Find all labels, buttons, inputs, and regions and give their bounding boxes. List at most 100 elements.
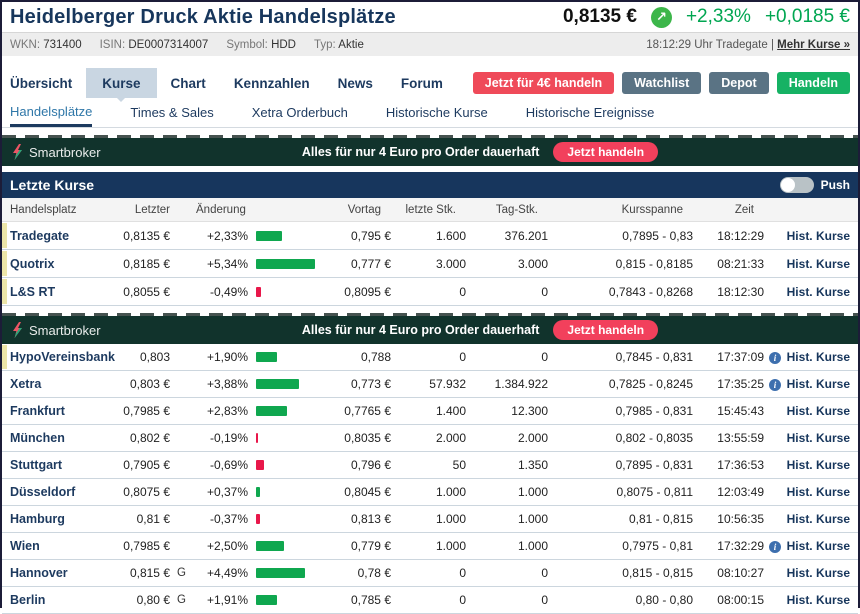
sub-nav: Handelsplätze Times & Sales Xetra Orderb…	[2, 98, 858, 128]
venue-link[interactable]: Hannover	[10, 566, 68, 580]
subnav-tab-historische-ereignisse[interactable]: Historische Ereignisse	[525, 105, 655, 120]
quote-block: 0,8135 € ↗ +2,33% +0,0185 €	[563, 6, 850, 28]
last-price: 0,803	[139, 350, 170, 364]
depot-button[interactable]: Depot	[709, 72, 769, 94]
venue-link[interactable]: L&S RT	[10, 284, 56, 299]
change-bar	[248, 286, 326, 297]
hist-kurse-link[interactable]: Hist. Kurse	[786, 458, 850, 472]
table-row: Hannover 0,815 € G +4,49% 0,78 € 0 0 0,815 - 0,…	[2, 560, 858, 587]
negative-change-bar	[256, 433, 258, 443]
ad-jetzt-handeln-button[interactable]: Jetzt handeln	[553, 142, 659, 162]
change-percent: -0,19%	[209, 431, 248, 445]
nav-tab-kennzahlen[interactable]: Kennzahlen	[233, 75, 310, 91]
venue-link[interactable]: Berlin	[10, 593, 46, 607]
change-percent: +0,37%	[206, 485, 248, 499]
hist-kurse-link[interactable]: Hist. Kurse	[786, 350, 850, 364]
positive-change-bar	[256, 258, 315, 269]
last-price: 0,8185 €	[123, 256, 170, 271]
price-range: 0,8075 - 0,811	[616, 485, 693, 499]
col-aenderung: Änderung	[196, 203, 246, 216]
quote-time: 08:21:33	[717, 256, 764, 271]
watchlist-button[interactable]: Watchlist	[622, 72, 702, 94]
typ-value: Aktie	[338, 38, 364, 51]
venue-link[interactable]: Wien	[10, 539, 40, 553]
nav-tab-chart[interactable]: Chart	[170, 75, 206, 91]
venue-link[interactable]: Frankfurt	[10, 404, 65, 418]
current-price: 0,8135 €	[562, 6, 637, 27]
venue-link[interactable]: München	[10, 431, 65, 445]
typ-pair: Typ: Aktie	[314, 39, 364, 51]
col-letzte-stk: letzte Stk.	[405, 203, 457, 216]
nav-tab-news[interactable]: News	[337, 75, 373, 91]
price-range: 0,815 - 0,815	[622, 566, 693, 580]
toggle-knob	[780, 178, 795, 192]
symbol-pair: Symbol: HDD	[226, 39, 296, 51]
day-volume: 1.000	[517, 539, 548, 553]
venue-link[interactable]: Xetra	[10, 377, 42, 391]
hist-kurse-link[interactable]: Hist. Kurse	[786, 228, 850, 243]
change-bar	[248, 460, 326, 470]
ad-claim-text: Alles für nur 4 Euro pro Order dauerhaft	[301, 323, 540, 337]
venue-link[interactable]: Quotrix	[10, 256, 55, 271]
price-range: 0,7843 - 0,8268	[608, 284, 693, 299]
hist-kurse-link[interactable]: Hist. Kurse	[786, 593, 850, 607]
price-range: 0,7985 - 0,831	[615, 404, 693, 418]
hist-kurse-link[interactable]: Hist. Kurse	[786, 485, 850, 499]
hist-kurse-link[interactable]: Hist. Kurse	[786, 431, 850, 445]
info-icon[interactable]: i	[769, 379, 781, 391]
price-range: 0,802 - 0,8035	[615, 431, 693, 445]
push-toggle[interactable]	[779, 177, 814, 193]
hist-kurse-link[interactable]: Hist. Kurse	[786, 284, 850, 299]
ad-jetzt-handeln-button[interactable]: Jetzt handeln	[553, 320, 659, 340]
hist-kurse-link[interactable]: Hist. Kurse	[786, 566, 850, 580]
subnav-tab-xetra-orderbuch[interactable]: Xetra Orderbuch	[251, 105, 348, 120]
last-volume: 0	[459, 350, 466, 364]
quote-time: 17:35:25	[717, 377, 764, 391]
hist-kurse-link[interactable]: Hist. Kurse	[786, 377, 850, 391]
venue-link[interactable]: Stuttgart	[10, 458, 63, 472]
negative-change-bar	[256, 460, 264, 470]
subnav-tab-historische-kurse[interactable]: Historische Kurse	[385, 105, 488, 120]
change-percent: +1,90%	[206, 350, 248, 364]
quote-time: 08:10:27	[717, 566, 764, 580]
nav-tab-uebersicht[interactable]: Übersicht	[10, 75, 73, 91]
hist-kurse-link[interactable]: Hist. Kurse	[786, 256, 850, 271]
handeln-button[interactable]: Handeln	[776, 72, 850, 94]
venue-link[interactable]: Hamburg	[10, 512, 65, 526]
day-volume: 0	[541, 566, 548, 580]
price-range: 0,7975 - 0,81	[622, 539, 693, 553]
subnav-tab-times-sales[interactable]: Times & Sales	[130, 105, 214, 120]
hist-kurse-link[interactable]: Hist. Kurse	[786, 512, 850, 526]
nav-tab-forum[interactable]: Forum	[400, 75, 443, 91]
info-icon[interactable]: i	[769, 352, 781, 364]
hist-kurse-link[interactable]: Hist. Kurse	[786, 539, 850, 553]
venue-link[interactable]: Tradegate	[10, 228, 70, 243]
smartbroker-brand-text: Smartbroker	[29, 322, 101, 338]
venue-link[interactable]: HypoVereinsbank	[10, 350, 115, 364]
subnav-tab-handelsplaetze[interactable]: Handelsplätze	[10, 98, 93, 127]
info-cell: i	[764, 539, 782, 553]
hist-kurse-link[interactable]: Hist. Kurse	[786, 404, 850, 418]
section-title: Letzte Kurse	[10, 177, 95, 193]
more-quotes-link[interactable]: Mehr Kurse »	[777, 38, 850, 51]
positive-change-bar	[256, 379, 299, 389]
previous-close: 0,779 €	[350, 539, 391, 553]
col-vortag: Vortag	[347, 203, 381, 216]
info-icon[interactable]: i	[769, 541, 781, 553]
last-price: 0,802 €	[129, 431, 170, 445]
table-header-row: Handelsplatz Letzter Änderung Vortag let…	[2, 198, 858, 222]
trend-up-arrow-icon: ↗	[650, 6, 672, 28]
symbol-value: HDD	[271, 38, 296, 51]
venue-link[interactable]: Düsseldorf	[10, 485, 76, 499]
nav-tab-kurse[interactable]: Kurse	[86, 68, 157, 98]
last-price: 0,8055 €	[123, 284, 170, 299]
change-bar	[248, 230, 326, 241]
change-percent: +2,83%	[206, 404, 248, 418]
quote-time: 17:36:53	[717, 458, 764, 472]
col-letzter: Letzter	[134, 203, 170, 216]
price-range: 0,7895 - 0,83	[622, 228, 693, 243]
change-percent: +4,49%	[206, 566, 248, 580]
trade-promo-button[interactable]: Jetzt für 4€ handeln	[472, 72, 615, 94]
previous-close: 0,78 €	[357, 566, 391, 580]
last-volume: 1.000	[435, 512, 466, 526]
